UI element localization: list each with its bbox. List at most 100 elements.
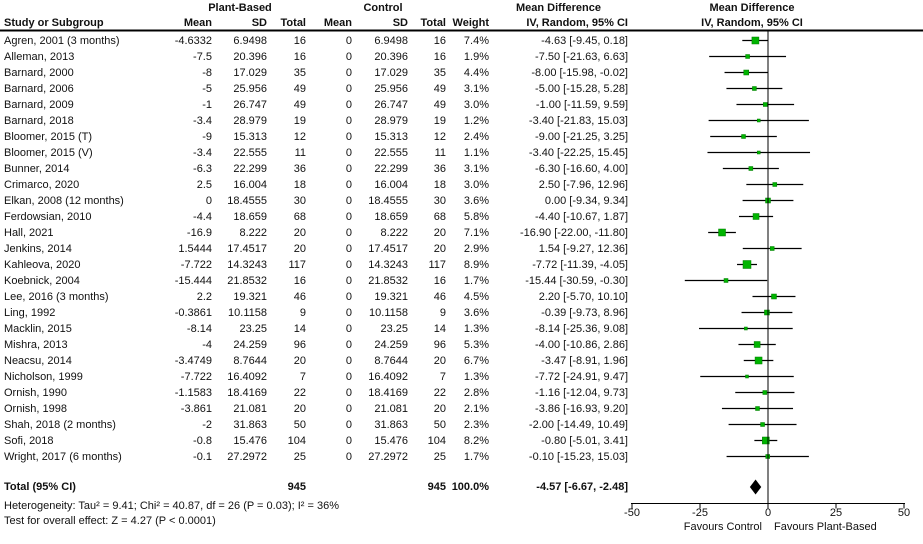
total-pb-total: 945 (287, 481, 306, 493)
weight: 3.1% (463, 82, 489, 95)
study-label: Jenkins, 2014 (4, 242, 72, 255)
study-row: Hall, 2021 -16.9 8.222 20 0 8.222 20 7.1% -16.90… (0, 225, 660, 241)
c-total: 7 (439, 370, 446, 383)
c-mean: 0 (345, 306, 352, 319)
pb-total: 22 (293, 386, 306, 399)
pooled-effect-diamond (749, 479, 762, 495)
c-total: 19 (433, 114, 446, 127)
study-row: Sofi, 2018 -0.8 15.476 104 0 15.476 104 8.2% -0.… (0, 433, 660, 449)
c-sd: 16.4092 (368, 370, 408, 383)
pb-mean: -0.3861 (174, 306, 212, 319)
c-total: 49 (433, 98, 446, 111)
study-row: Jenkins, 2014 1.5444 17.4517 20 0 17.4517 20 2.… (0, 241, 660, 257)
study-row: Ornish, 1998 -3.861 21.081 20 0 21.081 20 2.1% -… (0, 401, 660, 417)
ci-text: -8.14 [-25.36, 9.08] (535, 322, 628, 335)
pb-total: 46 (293, 290, 306, 303)
c-total: 50 (433, 418, 446, 431)
study-label: Barnard, 2006 (4, 82, 74, 95)
pb-mean: -15.444 (174, 274, 212, 287)
study-row: Neacsu, 2014 -3.4749 8.7644 20 0 8.7644 20 6.7%… (0, 353, 660, 369)
study-label: Elkan, 2008 (12 months) (4, 194, 124, 207)
study-row: Barnard, 2000 -8 17.029 35 0 17.029 35 4.4% -8.0… (0, 65, 660, 81)
study-label: Ornish, 1990 (4, 386, 67, 399)
study-label: Bloomer, 2015 (T) (4, 130, 93, 143)
weight: 6.7% (463, 354, 489, 367)
study-label: Neacsu, 2014 (4, 354, 72, 367)
pb-mean: -0.1 (193, 450, 212, 463)
ci-text: -2.00 [-14.49, 10.49] (528, 418, 628, 431)
pb-mean: -3.4 (193, 114, 212, 127)
pb-total: 104 (287, 434, 306, 447)
pb-sd: 26.747 (233, 98, 267, 111)
c-total: 30 (433, 194, 446, 207)
c-total: 68 (433, 210, 446, 223)
weight: 1.7% (463, 450, 489, 463)
pb-sd: 24.259 (233, 338, 267, 351)
c-mean: 0 (345, 194, 352, 207)
effect-text-title: Mean Difference (516, 2, 601, 14)
pb-total: 96 (293, 338, 306, 351)
c-total: 16 (433, 50, 446, 63)
weight: 5.8% (463, 210, 489, 223)
ci-text: -4.63 [-9.45, 0.18] (541, 34, 628, 47)
c-mean: 0 (345, 50, 352, 63)
study-row: Nicholson, 1999 -7.722 16.4092 7 0 16.4092 7 1.… (0, 369, 660, 385)
pb-mean: -5 (202, 82, 212, 95)
weight: 2.3% (463, 418, 489, 431)
pb-mean: -16.9 (186, 226, 212, 239)
ci-text: -6.30 [-16.60, 4.00] (535, 162, 628, 175)
ci-text: -7.50 [-21.63, 6.63] (535, 50, 628, 63)
ci-text: -3.86 [-16.93, 9.20] (535, 402, 628, 415)
c-mean: 0 (345, 34, 352, 47)
weight: 2.8% (463, 386, 489, 399)
weight: 2.9% (463, 242, 489, 255)
study-row: Lee, 2016 (3 months) 2.2 19.321 46 0 19.321 46… (0, 289, 660, 305)
c-total: 16 (433, 34, 446, 47)
ci-text: -5.00 [-15.28, 5.28] (535, 82, 628, 95)
study-label: Hall, 2021 (4, 226, 54, 239)
c-mean: 0 (345, 274, 352, 287)
c-total: 14 (433, 322, 446, 335)
col-header-weight: Weight (452, 17, 489, 29)
c-sd: 16.004 (374, 178, 408, 191)
c-mean: 0 (345, 418, 352, 431)
total-row: Total (95% CI) 945 945 100.0% -4.57 [-6.… (0, 479, 660, 495)
study-label: Ling, 1992 (4, 306, 56, 319)
pb-sd: 16.4092 (227, 370, 267, 383)
c-mean: 0 (345, 450, 352, 463)
c-total: 25 (433, 450, 446, 463)
c-mean: 0 (345, 178, 352, 191)
pb-mean: -9 (202, 130, 212, 143)
study-label: Nicholson, 1999 (4, 370, 83, 383)
c-sd: 23.25 (380, 322, 408, 335)
plot-header-effect-sub: IV, Random, 95% CI (701, 17, 803, 29)
favours-right-label: Favours Plant-Based (774, 521, 877, 533)
pb-mean: -6.3 (193, 162, 212, 175)
c-sd: 22.299 (374, 162, 408, 175)
c-mean: 0 (345, 258, 352, 271)
c-total: 9 (439, 306, 446, 319)
study-row: Macklin, 2015 -8.14 23.25 14 0 23.25 14 1.3% -8.… (0, 321, 660, 337)
pb-mean: -7.5 (193, 50, 212, 63)
ci-text: 2.20 [-5.70, 10.10] (538, 290, 628, 303)
pb-mean: 2.2 (196, 290, 212, 303)
weight: 5.3% (463, 338, 489, 351)
ci-text: 1.54 [-9.27, 12.36] (538, 242, 628, 255)
pb-total: 20 (293, 402, 306, 415)
pb-sd: 18.4555 (227, 194, 267, 207)
pb-total: 18 (293, 178, 306, 191)
pb-sd: 8.7644 (233, 354, 267, 367)
axis-tick-label: -25 (692, 507, 708, 519)
study-label: Koebnick, 2004 (4, 274, 80, 287)
pb-sd: 8.222 (239, 226, 267, 239)
weight: 3.0% (463, 178, 489, 191)
pb-total: 117 (288, 258, 306, 271)
c-sd: 8.222 (380, 226, 408, 239)
c-mean: 0 (345, 402, 352, 415)
c-sd: 21.8532 (368, 274, 408, 287)
study-label: Lee, 2016 (3 months) (4, 290, 109, 303)
ci-text: -15.44 [-30.59, -0.30] (525, 274, 628, 287)
axis-tick-label: -50 (624, 507, 640, 519)
study-label: Wright, 2017 (6 months) (4, 450, 122, 463)
